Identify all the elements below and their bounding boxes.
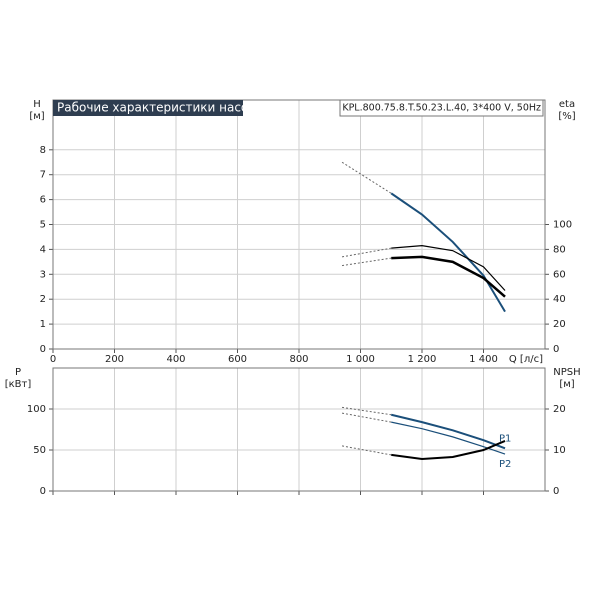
- curve-label: P1: [499, 433, 511, 444]
- y-tick-label: 4: [40, 244, 46, 255]
- y2-axis-label: [%]: [558, 111, 575, 122]
- x-tick-label: 200: [105, 354, 124, 365]
- dashed-curve: [341, 406, 392, 416]
- x-axis-label: Q [л/с]: [509, 354, 543, 365]
- dashed-curve: [341, 247, 392, 258]
- y2-tick-label: 0: [553, 344, 559, 355]
- dashed-curve: [341, 257, 392, 267]
- subtitle-box: [339, 99, 544, 117]
- y2-axis-label: [м]: [559, 379, 574, 390]
- y-tick-label: 7: [40, 170, 46, 181]
- chart-title: Рабочие характеристики насоса: [57, 101, 262, 115]
- title-box: [53, 100, 243, 116]
- x-tick-label: 0: [50, 354, 56, 365]
- curve: [391, 255, 506, 298]
- y2-axis-label: NPSH: [553, 367, 580, 378]
- dashed-curve: [341, 161, 392, 194]
- curve-label: P2: [499, 459, 511, 470]
- y2-tick-label: 40: [553, 294, 566, 305]
- curve: [391, 413, 506, 450]
- y-tick-label: 8: [40, 145, 46, 156]
- y2-axis-label: eta: [559, 99, 575, 110]
- y-axis-label: P: [15, 367, 21, 378]
- x-tick-label: 1 200: [408, 354, 437, 365]
- curve: [391, 421, 506, 455]
- curve: [391, 245, 506, 291]
- y2-tick-label: 20: [553, 319, 566, 330]
- y-tick-label: 1: [40, 319, 46, 330]
- y-tick-label: 2: [40, 294, 46, 305]
- dashed-curve: [341, 445, 392, 456]
- y2-tick-label: 0: [553, 486, 559, 497]
- x-tick-label: 800: [289, 354, 308, 365]
- plot-frame: [52, 99, 546, 350]
- y-tick-label: 0: [40, 344, 46, 355]
- y-axis-label: [м]: [29, 111, 44, 122]
- y-axis-label: H: [33, 99, 41, 110]
- x-tick-label: 600: [228, 354, 247, 365]
- curve: [390, 192, 506, 313]
- y2-tick-label: 80: [553, 244, 566, 255]
- plot-frame: [52, 367, 546, 492]
- dashed-curve: [341, 412, 392, 423]
- y-tick-label: 3: [40, 269, 46, 280]
- y-tick-label: 6: [40, 195, 46, 206]
- y2-tick-label: 20: [553, 404, 566, 415]
- y2-tick-label: 60: [553, 269, 566, 280]
- x-tick-label: 1 400: [469, 354, 498, 365]
- x-tick-label: 400: [166, 354, 185, 365]
- chart-subtitle: KPL.800.75.8.T.50.23.L.40, 3*400 V, 50Hz: [342, 103, 541, 114]
- y2-tick-label: 100: [553, 220, 572, 231]
- y-tick-label: 50: [33, 445, 46, 456]
- y-tick-label: 5: [40, 220, 46, 231]
- y-tick-label: 100: [27, 404, 46, 415]
- y-tick-label: 0: [40, 486, 46, 497]
- y-axis-label: [кВт]: [5, 379, 32, 390]
- curve: [391, 440, 506, 461]
- x-tick-label: 1 000: [346, 354, 375, 365]
- y2-tick-label: 10: [553, 445, 566, 456]
